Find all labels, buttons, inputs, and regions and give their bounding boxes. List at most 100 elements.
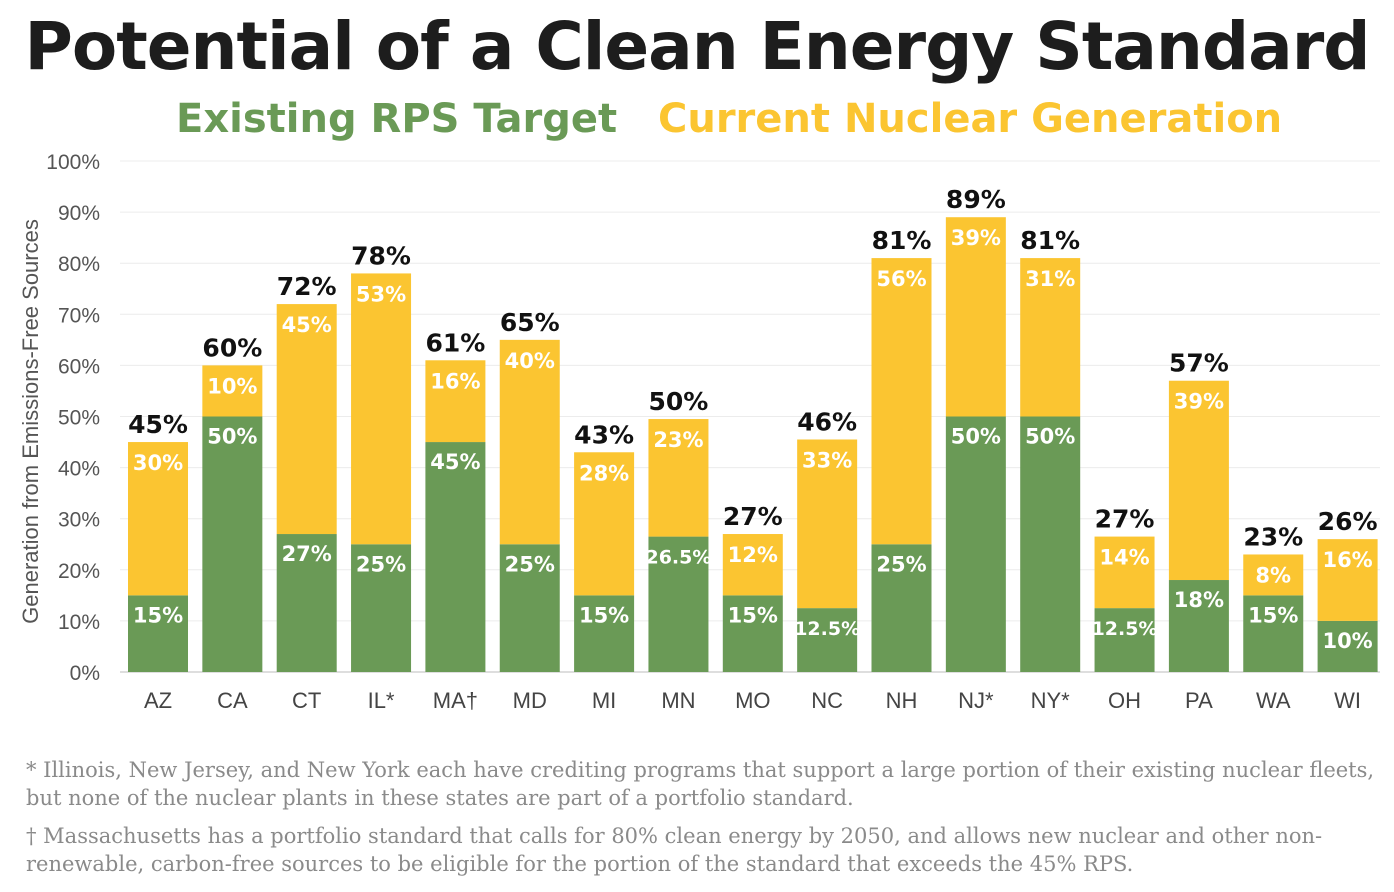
bar-rps	[202, 416, 263, 672]
bar-label-nuclear: 12%	[728, 543, 778, 567]
x-tick-label: MI	[592, 688, 616, 713]
bar-label-nuclear: 40%	[505, 349, 555, 373]
bar-label-rps: 15%	[579, 603, 629, 627]
bar-label-rps: 15%	[728, 603, 778, 627]
bar-nuclear	[499, 339, 560, 545]
y-tick-label: 80%	[58, 253, 100, 276]
bar-rps	[574, 595, 635, 672]
bar-nuclear	[1020, 258, 1081, 417]
bar-nuclear	[128, 442, 188, 596]
bar-total-label: 27%	[723, 502, 783, 531]
bar-total-label: 81%	[872, 226, 932, 255]
bar-nuclear	[722, 534, 783, 596]
bar-label-nuclear: 56%	[876, 267, 926, 291]
bar-nuclear	[871, 258, 932, 545]
bar-rps	[499, 544, 560, 672]
bar-total-label: 81%	[1020, 226, 1080, 255]
bar-total-label: 61%	[425, 328, 485, 357]
bar-label-rps: 50%	[1025, 425, 1075, 449]
bar-label-rps: 27%	[282, 542, 332, 566]
bar-label-nuclear: 39%	[1174, 390, 1224, 414]
x-tick-label: MA†	[433, 688, 478, 713]
x-tick-label: OH	[1108, 688, 1141, 713]
bar-rps	[425, 442, 486, 672]
bar-label-rps: 50%	[207, 425, 257, 449]
bar-total-label: 50%	[649, 387, 709, 416]
bar-label-nuclear: 31%	[1025, 267, 1075, 291]
bar-total-label: 46%	[797, 407, 857, 436]
footnote-dagger: † Massachusetts has a portfolio standard…	[26, 824, 1323, 876]
chart-title: Potential of a Clean Energy Standard	[24, 8, 1370, 85]
bar-total-label: 89%	[946, 185, 1006, 214]
x-tick-label: PA	[1185, 688, 1213, 713]
y-tick-label: 10%	[58, 611, 100, 634]
stacked-bar-chart: 0% 10% 20% 30% 40% 50% 60% 70% 80% 90% 100% Generat…	[18, 151, 1380, 713]
bar-label-nuclear: 23%	[653, 428, 703, 452]
bar-nuclear	[425, 360, 486, 443]
bar-rps	[722, 595, 783, 672]
y-tick-label: 60%	[58, 355, 100, 378]
bar-label-nuclear: 45%	[282, 313, 332, 337]
bar-nuclear	[797, 439, 858, 609]
y-tick-label: 90%	[58, 202, 100, 225]
bar-label-nuclear: 39%	[951, 226, 1001, 250]
bar-nuclear	[351, 273, 412, 545]
bar-nuclear	[276, 304, 337, 535]
legend-item-nuclear: Current Nuclear Generation	[658, 96, 1283, 142]
bar-total-label: 57%	[1169, 349, 1229, 378]
bar-label-rps: 45%	[430, 450, 480, 474]
bar-label-rps: 15%	[133, 603, 183, 627]
bar-rps	[128, 595, 188, 672]
x-tick-label: MN	[661, 688, 695, 713]
bar-label-nuclear: 28%	[579, 461, 629, 485]
bar-nuclear	[574, 452, 635, 596]
bar-total-label: 65%	[500, 308, 560, 337]
bar-label-rps: 25%	[356, 552, 406, 576]
bar-rps	[351, 544, 412, 672]
x-tick-label: CT	[292, 688, 321, 713]
footnote-star: * Illinois, New Jersey, and New York eac…	[26, 758, 1375, 810]
bar-rps	[1020, 416, 1081, 672]
bar-nuclear	[648, 419, 709, 537]
x-tick-label: IL*	[368, 688, 395, 713]
x-tick-label: WA	[1256, 688, 1291, 713]
y-tick-label: 50%	[58, 407, 100, 430]
bar-label-nuclear: 14%	[1099, 546, 1149, 570]
x-tick-label: NH	[886, 688, 918, 713]
bar-rps	[1317, 620, 1378, 672]
bar-label-nuclear: 16%	[1322, 548, 1372, 572]
bar-nuclear	[1243, 554, 1304, 596]
bar-rps	[1243, 595, 1304, 672]
bar-label-nuclear: 10%	[207, 374, 257, 398]
bar-label-rps: 50%	[951, 425, 1001, 449]
bar-label-rps: 26.5%	[645, 547, 711, 569]
bar-total-label: 27%	[1095, 505, 1155, 534]
bar-rps	[945, 416, 1006, 672]
bar-rps	[871, 544, 932, 672]
bar-label-rps: 10%	[1322, 629, 1372, 653]
bar-label-nuclear: 16%	[430, 369, 480, 393]
bar-nuclear	[1317, 539, 1378, 621]
x-tick-label: NY*	[1031, 688, 1071, 713]
x-tick-label: CA	[217, 688, 248, 713]
bar-nuclear	[945, 217, 1006, 417]
bar-label-rps: 15%	[1248, 603, 1298, 627]
bar-rps	[648, 536, 709, 672]
bar-rps	[1168, 580, 1229, 672]
x-tick-label: MD	[513, 688, 547, 713]
y-tick-label: 0%	[70, 662, 100, 685]
legend-item-rps: Existing RPS Target	[176, 96, 618, 142]
bar-rps	[1094, 608, 1155, 672]
bar-label-nuclear: 53%	[356, 282, 406, 306]
x-tick-label: AZ	[144, 688, 172, 713]
bar-label-rps: 12.5%	[794, 618, 860, 640]
bar-total-label: 78%	[351, 241, 411, 270]
bar-total-label: 26%	[1318, 507, 1378, 536]
y-tick-label: 70%	[58, 304, 100, 327]
bar-rps	[276, 534, 337, 672]
bar-total-label: 23%	[1243, 522, 1303, 551]
y-tick-label: 40%	[58, 458, 100, 481]
bar-nuclear	[1168, 380, 1229, 581]
y-tick-label: 30%	[58, 509, 100, 532]
bar-total-label: 43%	[574, 420, 634, 449]
